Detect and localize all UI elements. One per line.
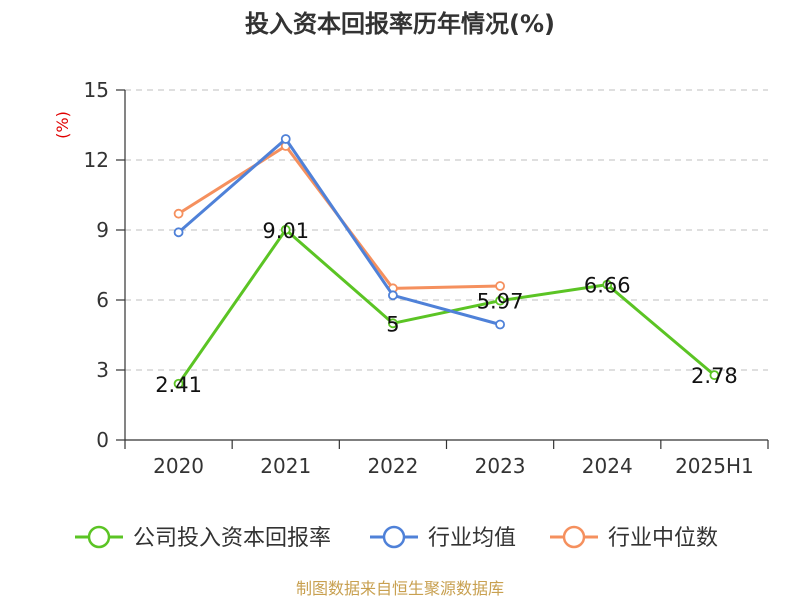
series-line [177, 228, 716, 385]
x-tick-label: 2020 [153, 454, 204, 478]
data-point [495, 295, 505, 306]
data-point [280, 224, 291, 235]
legend-label: 公司投入资本回报率 [133, 526, 331, 551]
data-point [173, 208, 184, 219]
x-tick-label: 2023 [475, 454, 526, 478]
data-point [709, 370, 720, 381]
data-label: 6.66 [584, 274, 631, 298]
x-tick-label: 2022 [367, 454, 418, 478]
y-tick-label: 9 [96, 218, 109, 242]
source-note: 制图数据来自恒生聚源数据库 [296, 579, 504, 598]
data-point [173, 378, 184, 389]
grid-lines [125, 89, 768, 371]
data-point [388, 318, 398, 329]
legend: 公司投入资本回报率 行业均值 行业中位数 [75, 525, 718, 551]
legend-marker [382, 525, 406, 549]
y-tick-label: 3 [96, 358, 109, 382]
x-tick-label: 2024 [582, 454, 633, 478]
data-point [280, 134, 291, 144]
chart-title: 投入资本回报率历年情况(%) [245, 10, 555, 38]
data-label: 2.41 [155, 373, 202, 397]
data-label: 5 [386, 312, 399, 336]
data-point [388, 290, 398, 301]
series-line [177, 137, 501, 326]
data-label: 5.97 [477, 290, 524, 314]
x-tick-label: 2021 [260, 454, 311, 478]
legend-label: 行业均值 [428, 526, 516, 551]
legend-label: 行业中位数 [608, 526, 718, 551]
data-label: 9.01 [262, 219, 309, 243]
legend-marker [87, 525, 111, 549]
data-point [495, 281, 505, 291]
y-axis-unit: (%) [53, 111, 72, 139]
y-tick-label: 12 [84, 148, 109, 172]
data-point [495, 319, 505, 330]
y-tick-label: 0 [96, 428, 109, 452]
axes: 0 3 6 9 12 15 2020 2021 2022 2023 2024 2025H1 [84, 78, 769, 478]
data-label: 2.78 [691, 364, 738, 388]
y-tick-label: 15 [84, 78, 109, 102]
x-tick-label: 2025H1 [675, 454, 754, 478]
series-lines [173, 134, 720, 389]
data-labels: 2.41 9.01 5 5.97 6.66 2.78 [155, 219, 738, 397]
legend-marker [562, 525, 586, 549]
data-point [602, 279, 613, 290]
y-tick-label: 6 [96, 288, 109, 312]
data-point [173, 227, 184, 238]
